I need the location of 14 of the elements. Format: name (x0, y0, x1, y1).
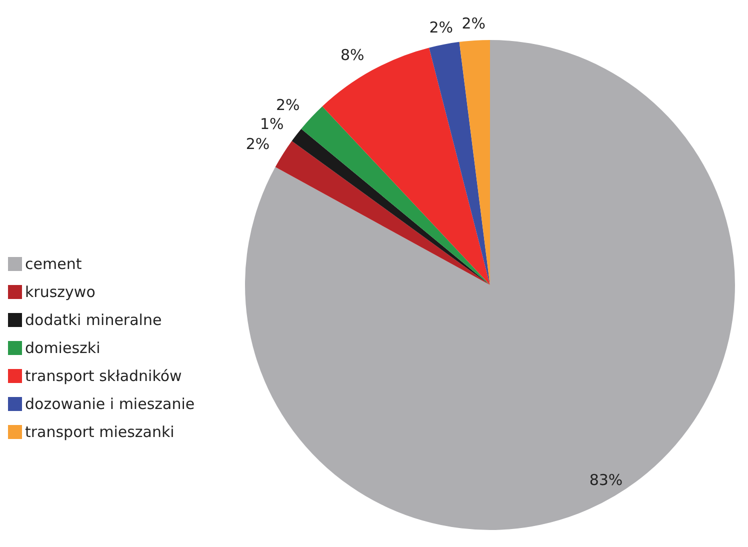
legend-label: transport mieszanki (25, 423, 174, 441)
data-label: 83% (589, 471, 623, 490)
data-label: 2% (276, 96, 300, 114)
data-label: 2% (429, 18, 453, 37)
data-label: 2% (462, 14, 486, 32)
data-label: 2% (246, 135, 270, 154)
data-label: 8% (340, 46, 364, 64)
data-label: 1% (260, 114, 284, 133)
legend-label: kruszywo (25, 283, 96, 301)
legend-label: domieszki (25, 339, 100, 357)
legend-label: dodatki mineralne (25, 311, 162, 329)
legend-label: cement (25, 255, 82, 273)
legend-label: transport składników (25, 367, 182, 385)
legend-label: dozowanie i mieszanie (25, 395, 195, 413)
